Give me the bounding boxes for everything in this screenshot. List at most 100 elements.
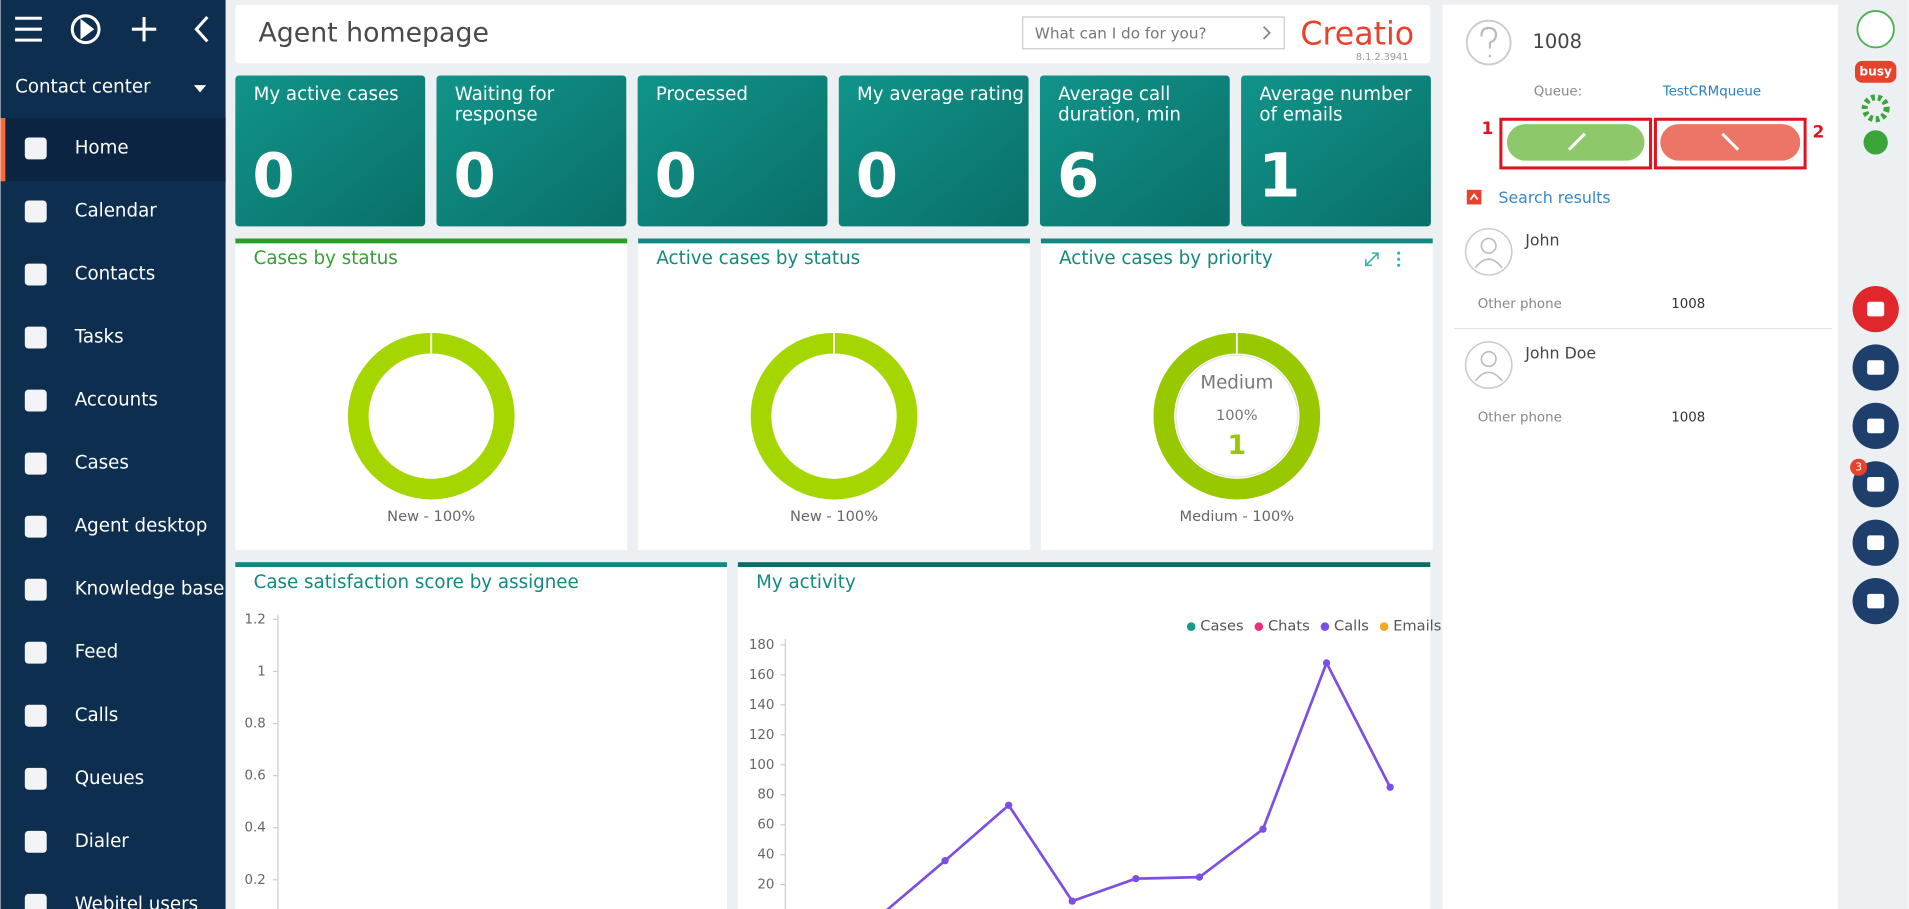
kpi-tile[interactable] — [838, 75, 1029, 227]
menu-icon[interactable] — [24, 389, 47, 412]
legend-label[interactable]: Cases — [1200, 618, 1243, 635]
y-tick-label: 80 — [757, 788, 774, 803]
status-pill[interactable] — [1854, 60, 1897, 83]
menu-dot[interactable] — [1397, 263, 1401, 267]
top-icons[interactable] — [15, 14, 209, 45]
menu-item[interactable]: Tasks — [74, 327, 124, 348]
menu-item[interactable]: Knowledge base — [75, 579, 225, 600]
kpi-tile[interactable] — [1241, 75, 1431, 227]
legend-swatch[interactable] — [1379, 622, 1389, 631]
phone-glyph — [1567, 132, 1586, 151]
legend-label[interactable]: Chats — [1268, 618, 1310, 635]
kpi-tile[interactable] — [235, 75, 426, 227]
menu-item[interactable]: Cases — [75, 453, 129, 474]
menu-item[interactable]: Accounts — [75, 390, 158, 411]
data-point[interactable] — [1195, 873, 1204, 881]
panel-title: Case satisfaction score by assignee — [254, 572, 579, 593]
data-point[interactable] — [941, 857, 949, 865]
donut-label: Medium - 100% — [1180, 508, 1295, 525]
menu-item[interactable]: Feed — [75, 642, 119, 663]
menu-dot[interactable] — [1397, 257, 1401, 261]
contact-avatar[interactable] — [1464, 341, 1513, 389]
y-tick-label: 0.8 — [244, 717, 265, 732]
contact-avatar[interactable] — [1464, 227, 1513, 276]
button-glyph — [1867, 593, 1885, 609]
menu-icon[interactable] — [24, 641, 47, 664]
panel-title: My activity — [756, 572, 856, 593]
y-tick-label: 40 — [757, 848, 774, 863]
menu-item[interactable]: Webitel users — [75, 894, 198, 909]
caller-number: 1008 — [1533, 30, 1583, 53]
queue-link[interactable]: TestCRMqueue — [1662, 84, 1761, 99]
menu-icon[interactable] — [24, 515, 47, 538]
data-point[interactable] — [1322, 659, 1331, 667]
kpi-label: My active cases — [253, 83, 399, 105]
highlight-box — [1499, 117, 1653, 170]
legend-label[interactable]: Calls — [1334, 618, 1369, 635]
menu-item[interactable]: Agent desktop — [75, 516, 208, 537]
search-results-title[interactable]: Search results — [1498, 188, 1610, 207]
menu-icon[interactable] — [24, 578, 47, 601]
logo: Creatio — [1300, 16, 1414, 52]
y-tick-label: 20 — [757, 878, 774, 893]
kpi-label-box: Waiting for response — [455, 84, 554, 125]
menu-item[interactable]: Contacts — [75, 264, 156, 285]
menu-icon[interactable] — [24, 263, 47, 286]
menu-dot[interactable] — [1397, 251, 1401, 255]
y-tick-label: 100 — [749, 758, 775, 773]
menu-icon[interactable] — [24, 893, 47, 909]
phone-number[interactable]: 1008 — [1671, 297, 1705, 312]
legend-swatch[interactable] — [1320, 622, 1330, 631]
menu-icon[interactable] — [24, 452, 47, 475]
legend-swatch[interactable] — [1186, 622, 1196, 631]
menu-item[interactable]: Queues — [75, 768, 144, 789]
data-point[interactable] — [1005, 801, 1013, 809]
menu-item[interactable]: Home — [75, 137, 129, 158]
user-avatar[interactable] — [1856, 10, 1895, 49]
search-box[interactable] — [1022, 16, 1285, 50]
menu-icon[interactable] — [24, 767, 47, 790]
legend-label[interactable]: Emails — [1393, 618, 1441, 635]
kpi-label: My average rating — [857, 83, 1024, 105]
expand-icon[interactable] — [1365, 252, 1379, 267]
menu-icon[interactable] — [24, 704, 47, 727]
page-title: Agent homepage — [258, 18, 488, 49]
avatar-head — [1480, 237, 1497, 254]
kpi-tile[interactable] — [1039, 75, 1230, 227]
settings-icon[interactable] — [1861, 94, 1890, 123]
legend-swatch[interactable] — [1254, 622, 1264, 631]
phone-number[interactable]: 1008 — [1671, 410, 1705, 425]
activity-panel — [737, 562, 1431, 909]
section-name[interactable]: Contact center — [15, 77, 151, 98]
menu-icon[interactable] — [24, 830, 47, 853]
help-icon[interactable] — [1863, 130, 1888, 155]
active-indicator — [0, 118, 6, 182]
menu-icon[interactable] — [24, 200, 47, 223]
menu-item[interactable]: Dialer — [75, 831, 130, 852]
contact-name[interactable]: John Doe — [1524, 344, 1596, 363]
menu-icon[interactable] — [24, 137, 47, 160]
y-tick-label: 180 — [749, 638, 775, 653]
data-point[interactable] — [1386, 783, 1394, 791]
button-glyph — [1867, 301, 1885, 317]
panel-top — [638, 238, 1030, 244]
collapse-toggle[interactable] — [1466, 189, 1482, 205]
kpi-label: Processed — [655, 83, 748, 105]
kpi-tile[interactable] — [637, 75, 828, 227]
button-glyph — [1867, 418, 1885, 434]
avatar-body — [1474, 371, 1503, 382]
data-point[interactable] — [1132, 874, 1140, 883]
kpi-tile[interactable] — [436, 75, 627, 227]
menu-item[interactable]: Calendar — [75, 200, 158, 221]
menu-item[interactable]: Calls — [75, 705, 119, 726]
y-tick-label: 120 — [749, 728, 775, 743]
data-point[interactable] — [1068, 897, 1076, 905]
data-point[interactable] — [1259, 825, 1267, 833]
kpi-label-box: My active cases — [253, 83, 399, 105]
contact-name[interactable]: John — [1524, 230, 1559, 249]
kpi-value: 0 — [454, 142, 496, 212]
dropdown-arrow[interactable] — [193, 85, 207, 93]
search-arrow[interactable] — [1262, 26, 1271, 40]
version: 8.1.2.3941 — [1356, 52, 1409, 63]
menu-icon[interactable] — [24, 326, 47, 349]
